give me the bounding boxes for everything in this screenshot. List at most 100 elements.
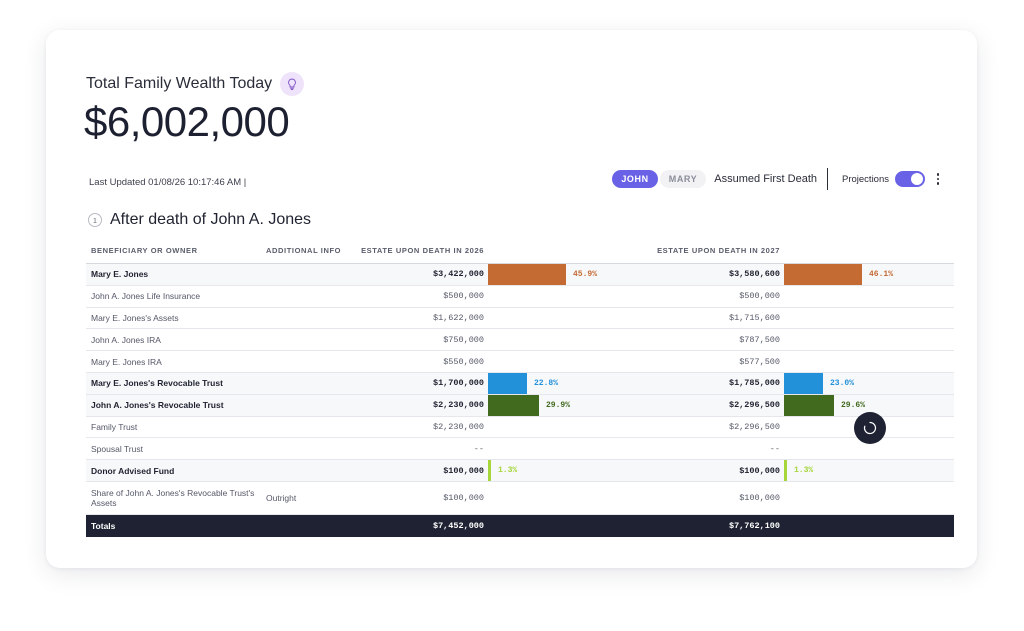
estate-2027-value: -- xyxy=(769,443,780,454)
total-wealth-amount: $6,002,000 xyxy=(84,98,290,145)
estate-2027-value: $787,500 xyxy=(739,334,780,345)
table-row: Family Trust $2,230,000 $2,296,500 xyxy=(86,417,954,439)
additional-info xyxy=(266,460,366,481)
title-row: Total Family Wealth Today xyxy=(86,72,305,96)
divider xyxy=(827,168,828,190)
table-header: BENEFICIARY OR OWNER ADDITIONAL INFO EST… xyxy=(86,238,954,264)
toggle-knob xyxy=(911,173,923,185)
beneficiary-name: Spousal Trust xyxy=(91,443,143,454)
estate-2026-value: $100,000 xyxy=(443,465,484,476)
estate-2026-value: $1,700,000 xyxy=(432,378,484,389)
totals-2027-value: $7,762,100 xyxy=(728,520,780,531)
estate-2026-value: $2,230,000 xyxy=(432,400,484,411)
estate-2026-value: $1,622,000 xyxy=(432,312,484,323)
estate-2027-value: $2,296,500 xyxy=(728,421,780,432)
share-percent: 29.9% xyxy=(546,400,571,410)
totals-2026-value: $7,452,000 xyxy=(432,520,484,531)
additional-info xyxy=(266,395,366,416)
additional-info xyxy=(266,351,366,372)
additional-info xyxy=(266,417,366,438)
more-options-icon[interactable] xyxy=(935,173,941,185)
tab-john[interactable]: JOHN xyxy=(612,170,658,188)
table-row: Share of John A. Jones's Revocable Trust… xyxy=(86,482,954,515)
share-percent: 46.1% xyxy=(869,269,894,279)
table-row: Mary E. Jones $3,422,000 $3,580,600 45.9% 46… xyxy=(86,264,954,286)
beneficiary-name: John A. Jones IRA xyxy=(91,334,161,345)
header-estate-2027: ESTATE UPON DEATH IN 2027 xyxy=(657,246,780,255)
share-bar xyxy=(488,394,539,416)
additional-info: Outright xyxy=(266,492,297,503)
additional-info xyxy=(266,264,366,285)
share-bar xyxy=(488,264,566,285)
additional-info xyxy=(266,373,366,394)
estate-2026-value: $550,000 xyxy=(443,356,484,367)
table-row: John A. Jones's Revocable Trust $2,230,00… xyxy=(86,394,954,417)
estate-2027-value: $1,785,000 xyxy=(728,378,780,389)
share-bar xyxy=(488,460,491,481)
section-header: 1 After death of John A. Jones xyxy=(88,211,311,229)
estate-2026-value: $750,000 xyxy=(443,334,484,345)
header-beneficiary: BENEFICIARY OR OWNER xyxy=(91,245,198,255)
beneficiary-name: John A. Jones Life Insurance xyxy=(91,291,201,302)
projections-toggle[interactable] xyxy=(895,171,925,187)
estate-2027-value: $2,296,500 xyxy=(728,400,780,411)
estate-2026-value: $500,000 xyxy=(443,291,484,302)
share-percent: 1.3% xyxy=(498,466,518,476)
share-bar xyxy=(784,394,834,416)
share-bar xyxy=(784,372,823,394)
estate-2027-value: $500,000 xyxy=(739,291,780,302)
lightbulb-icon[interactable] xyxy=(280,72,305,96)
beneficiary-name: Share of John A. Jones's Revocable Trust… xyxy=(91,487,255,508)
share-percent: 29.6% xyxy=(841,400,866,410)
header-additional-info: ADDITIONAL INFO xyxy=(266,246,342,255)
estate-2027-value: $577,500 xyxy=(739,356,780,367)
additional-info xyxy=(266,438,366,459)
additional-info xyxy=(266,308,366,329)
estate-table: BENEFICIARY OR OWNER ADDITIONAL INFO EST… xyxy=(86,238,954,537)
assumed-first-death-label: Assumed First Death xyxy=(714,173,817,185)
totals-label: Totals xyxy=(91,520,116,531)
beneficiary-name: Mary E. Jones's Revocable Trust xyxy=(91,378,223,389)
table-row: John A. Jones Life Insurance $500,000 $500… xyxy=(86,286,954,308)
additional-info xyxy=(266,286,366,307)
projections-label: Projections xyxy=(842,173,889,185)
beneficiary-name: Mary E. Jones xyxy=(91,269,149,280)
loading-spinner xyxy=(854,412,886,444)
share-percent: 1.3% xyxy=(794,466,814,476)
table-row: Mary E. Jones's Assets $1,622,000 $1,715,6… xyxy=(86,308,954,330)
estate-2027-value: $100,000 xyxy=(739,465,780,476)
table-row: Spousal Trust -- -- xyxy=(86,438,954,461)
share-percent: 22.8% xyxy=(534,378,559,388)
family-wealth-card: Total Family Wealth Today $6,002,000 Las… xyxy=(46,30,977,568)
estate-2027-value: $3,580,600 xyxy=(728,269,780,280)
page-title: Total Family Wealth Today xyxy=(86,75,273,92)
controls-bar: JOHN MARY Assumed First Death Projection… xyxy=(612,168,941,190)
estate-2026-value: -- xyxy=(473,443,484,454)
additional-info xyxy=(266,329,366,350)
section-number: 1 xyxy=(88,213,102,227)
estate-2027-value: $100,000 xyxy=(739,492,780,503)
table-row: Donor Advised Fund $100,000 $100,000 1.3% 1.… xyxy=(86,460,954,482)
table-row: Mary E. Jones IRA $550,000 $577,500 xyxy=(86,351,954,373)
estate-2027-value: $1,715,600 xyxy=(728,312,780,323)
tab-mary[interactable]: MARY xyxy=(659,170,707,188)
beneficiary-name: Mary E. Jones IRA xyxy=(91,356,162,367)
share-bar xyxy=(784,264,862,285)
share-percent: 45.9% xyxy=(573,269,598,279)
estate-2026-value: $2,230,000 xyxy=(432,421,484,432)
estate-2026-value: $3,422,000 xyxy=(432,269,484,280)
totals-row: Totals $7,452,000 $7,762,100 xyxy=(86,514,954,537)
last-updated-text: Last Updated 01/08/26 10:17:46 AM | xyxy=(89,177,247,188)
estate-2026-value: $100,000 xyxy=(443,492,484,503)
beneficiary-name: Donor Advised Fund xyxy=(91,465,175,476)
header-estate-2026: ESTATE UPON DEATH IN 2026 xyxy=(361,246,484,255)
table-row: Mary E. Jones's Revocable Trust $1,700,00… xyxy=(86,372,954,395)
share-bar xyxy=(488,372,527,394)
beneficiary-name: Mary E. Jones's Assets xyxy=(91,312,179,323)
beneficiary-name: Family Trust xyxy=(91,421,138,432)
beneficiary-name: John A. Jones's Revocable Trust xyxy=(91,400,224,411)
section-title: After death of John A. Jones xyxy=(110,211,312,228)
table-row: John A. Jones IRA $750,000 $787,500 xyxy=(86,329,954,352)
share-percent: 23.0% xyxy=(830,378,855,388)
share-bar xyxy=(784,460,787,481)
